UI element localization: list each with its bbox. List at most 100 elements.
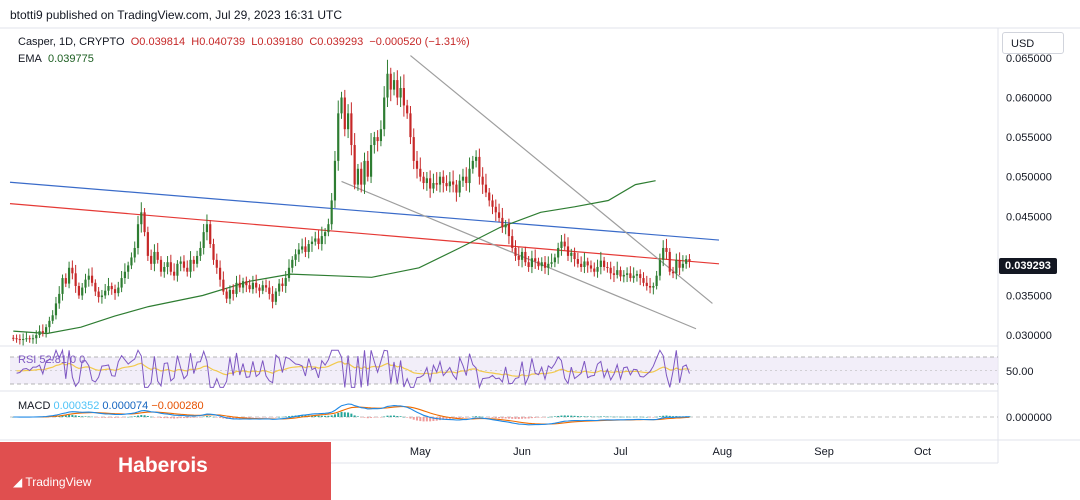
candle-body (84, 279, 87, 288)
candle-body (143, 212, 146, 233)
candle-body (593, 268, 596, 272)
macd-histogram-bar (668, 415, 671, 417)
candle-body (166, 262, 169, 267)
candle-body (287, 267, 291, 279)
candle-body (87, 275, 90, 280)
macd-histogram-bar (130, 416, 133, 418)
macd-histogram-bar (251, 417, 254, 418)
candle-body (310, 241, 314, 245)
candle-body (353, 145, 356, 185)
macd-histogram-bar (629, 416, 632, 418)
macd-histogram-bar (573, 415, 576, 417)
macd-histogram-bar (521, 417, 524, 419)
candle-body (580, 263, 583, 267)
macd-histogram-bar (123, 417, 126, 418)
macd-histogram-bar (511, 417, 514, 419)
macd-histogram-bar (422, 417, 425, 422)
macd-histogram-bar (603, 416, 606, 417)
macd-histogram-bar (478, 416, 481, 417)
candle-body (173, 271, 176, 276)
macd-histogram-bar (524, 417, 527, 419)
macd-histogram-bar (291, 415, 294, 417)
candle-body (675, 259, 678, 274)
macd-histogram-bar (570, 415, 573, 417)
macd-histogram-bar (606, 416, 609, 417)
macd-histogram-bar (159, 417, 162, 418)
candle-body (35, 335, 38, 339)
candle-body (629, 273, 632, 279)
macd-histogram-bar (442, 417, 445, 420)
macd-histogram-bar (402, 416, 405, 418)
candle-body (113, 289, 117, 294)
candle-body (264, 285, 268, 288)
rsi-level-label: 50.00 (1006, 366, 1034, 378)
candle-body (241, 281, 245, 288)
macd-histogram-bar (61, 415, 64, 417)
candle-body (274, 291, 277, 302)
close-value: C0.039293 (309, 36, 364, 48)
candle-body (31, 338, 35, 340)
macd-histogram-bar (274, 417, 277, 418)
candle-body (402, 88, 405, 106)
macd-histogram-bar (632, 416, 635, 418)
macd-histogram-bar (196, 417, 199, 418)
rsi-extra: 0 0 (70, 354, 86, 366)
candle-body (366, 160, 369, 177)
macd-value-2: 0.000074 (102, 400, 149, 412)
macd-histogram-bar (389, 415, 392, 417)
macd-histogram-bar (626, 416, 629, 418)
candle-body (156, 251, 159, 260)
macd-histogram-bar (517, 417, 520, 420)
macd-histogram-bar (461, 417, 464, 418)
macd-value-1: 0.000352 (53, 400, 100, 412)
macd-histogram-bar (268, 417, 271, 418)
ema-value: 0.039775 (47, 53, 94, 65)
candle-body (455, 184, 458, 193)
macd-histogram-bar (64, 415, 67, 417)
pane-frames (0, 27, 1080, 464)
macd-histogram-bar (71, 414, 74, 417)
candle-body (74, 273, 77, 286)
publisher-header: btotti9 published on TradingView.com, Ju… (10, 8, 342, 22)
macd-histogram-bar (540, 417, 543, 418)
candle-body (583, 261, 586, 267)
macd-histogram-bar (393, 415, 396, 417)
macd-histogram-bar (120, 417, 123, 418)
macd-histogram-bar (343, 412, 346, 417)
macd-histogram-bar (547, 416, 550, 418)
currency-button[interactable]: USD (1002, 32, 1064, 54)
macd-histogram-bar (396, 416, 399, 417)
macd-histogram-bar (97, 417, 100, 418)
macd-histogram-bar (553, 416, 556, 417)
macd-histogram-bar (284, 416, 287, 418)
candle-body (61, 278, 64, 294)
candle-body (635, 274, 639, 276)
candle-body (12, 337, 15, 339)
symbol-label: Casper, 1D, CRYPTO (18, 36, 125, 48)
candle-body (140, 212, 143, 225)
macd-histogram-bar (652, 417, 655, 418)
candle-body (415, 160, 419, 169)
macd-histogram-bar (429, 417, 432, 422)
y-tick-label: 0.030000 (1006, 330, 1052, 342)
macd-histogram-bar (514, 417, 517, 419)
macd-histogram-bar (288, 416, 291, 417)
candle-body (540, 262, 543, 267)
macd-zero-label: 0.000000 (1006, 412, 1052, 424)
macd-histogram-bar (137, 415, 140, 417)
macd-histogram-bar (544, 417, 547, 418)
macd-histogram-bar (580, 416, 583, 417)
candle-body (205, 224, 209, 233)
macd-histogram-bar (169, 417, 172, 419)
macd-histogram-bar (406, 417, 409, 418)
candle-body (248, 285, 251, 290)
candle-body (222, 279, 225, 292)
trendline-blue-resistance (9, 181, 720, 241)
macd-histogram-bar (117, 417, 120, 418)
candle-body (94, 282, 97, 292)
candle-body (209, 224, 212, 245)
candle-body (376, 137, 379, 142)
candle-body (186, 267, 189, 272)
macd-histogram-bar (156, 417, 159, 418)
macd-histogram-bar (488, 417, 491, 418)
